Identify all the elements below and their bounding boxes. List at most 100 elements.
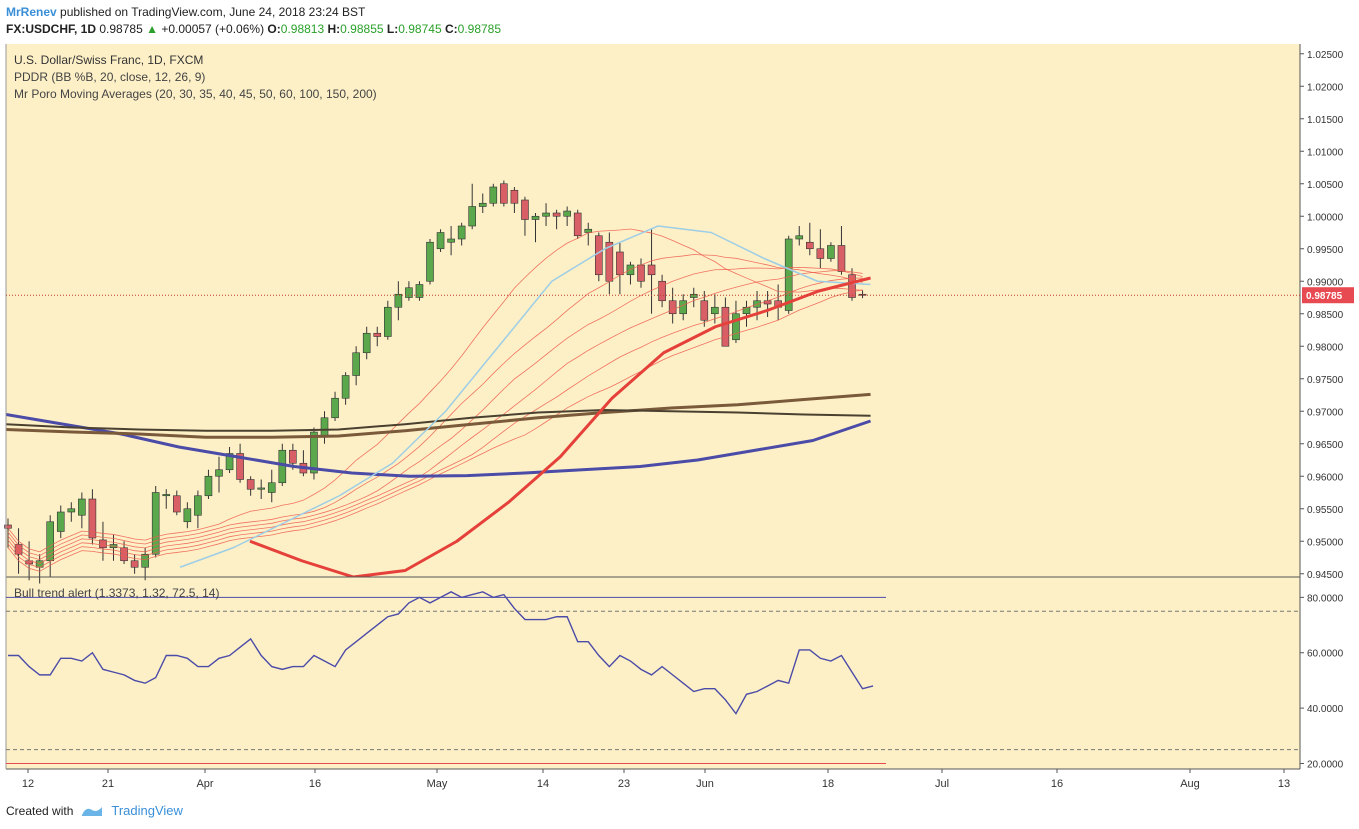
osc-y-tick-label: 60.0000 — [1307, 649, 1344, 660]
oscillator-title: Bull trend alert (1.3373, 1.32, 72.5, 14… — [14, 586, 219, 600]
candle-body — [278, 449, 287, 484]
x-tick-label: 16 — [309, 778, 321, 790]
candle-body — [742, 306, 751, 315]
publish-line: MrRenev published on TradingView.com, Ju… — [6, 5, 365, 19]
candle-body — [795, 235, 804, 240]
x-tick-label: Jun — [696, 778, 714, 790]
author-link[interactable]: MrRenev — [6, 5, 57, 19]
candle-body — [489, 186, 498, 204]
candle-body — [827, 245, 835, 259]
ma-line — [6, 413, 872, 478]
y-tick-label: 0.95500 — [1307, 505, 1344, 516]
y-tick-label: 0.94500 — [1307, 570, 1344, 581]
y-tick-label: 0.96500 — [1307, 440, 1344, 451]
y-tick-label: 1.02500 — [1307, 50, 1344, 61]
created-with-label: Created with — [6, 803, 74, 818]
x-tick-label: Jul — [935, 778, 949, 790]
ma-fan-line — [7, 270, 863, 564]
candle-body — [331, 397, 339, 419]
candle-body — [151, 492, 160, 555]
high-value: 0.98855 — [340, 22, 384, 36]
candle-body — [510, 189, 519, 204]
candle-body — [447, 238, 455, 243]
y-tick-label: 1.02000 — [1307, 82, 1344, 93]
candle-body — [784, 238, 793, 311]
axes-layer: 1.02500 1.02000 1.01500 1.01000 1.00500 1.000… — [5, 44, 1354, 790]
last-price-tag-label: 0.98785 — [1306, 291, 1343, 302]
indicator-pddr-label: PDDR (BB %B, 20, close, 12, 26, 9) — [14, 70, 205, 84]
candle-body — [56, 511, 65, 532]
candle-body — [246, 479, 255, 490]
x-tick-label: 16 — [1051, 778, 1063, 790]
candle-body — [805, 241, 814, 250]
low-label: L: — [386, 22, 399, 36]
candle-body — [848, 274, 856, 298]
price-change: +0.00057 (+0.06%) — [161, 22, 265, 36]
candle-body — [183, 508, 192, 523]
candle-body — [500, 183, 508, 204]
candle-body — [563, 210, 571, 217]
candle-body — [732, 313, 740, 341]
candle-body — [415, 284, 424, 298]
candle-body — [362, 332, 371, 354]
candle-body — [394, 293, 403, 308]
y-tick-label: 1.01500 — [1307, 115, 1344, 126]
y-tick-label: 0.97000 — [1307, 407, 1344, 418]
ma-line — [249, 276, 871, 577]
x-tick-label: 23 — [618, 778, 630, 790]
candle-body — [594, 235, 603, 276]
osc-y-tick-label: 20.0000 — [1307, 759, 1344, 770]
candle-body — [658, 280, 666, 302]
candle-body — [352, 352, 360, 376]
candle-body — [478, 202, 487, 207]
candle-body — [405, 287, 413, 298]
candle-body — [141, 553, 149, 568]
low-value: 0.98745 — [398, 22, 442, 36]
y-tick-label: 1.01000 — [1307, 147, 1344, 158]
last-price: 0.98785 — [99, 22, 143, 36]
close-value: 0.98785 — [457, 22, 502, 36]
x-tick-label: Aug — [1180, 778, 1200, 790]
candle-body — [215, 469, 223, 477]
candle-body — [668, 300, 677, 315]
y-tick-label: 0.96000 — [1307, 472, 1344, 483]
candle-body — [120, 547, 128, 562]
symbol-label: FX:USDCHF, 1D — [6, 22, 97, 36]
osc-y-tick-label: 40.0000 — [1307, 704, 1344, 715]
ma-line — [6, 408, 871, 432]
candle-body — [130, 560, 139, 568]
tradingview-link[interactable]: TradingView — [111, 803, 183, 818]
candle-body — [858, 293, 867, 296]
candle-body — [679, 300, 688, 315]
candle-body — [689, 293, 698, 298]
candle-body — [542, 212, 550, 217]
y-tick-label: 0.99500 — [1307, 245, 1344, 256]
candle-body — [194, 495, 202, 516]
candle-body — [573, 212, 582, 237]
chart-background — [6, 44, 1300, 769]
up-arrow-icon: ▲ — [146, 22, 158, 36]
x-tick-label: 12 — [22, 778, 34, 790]
x-tick-label: May — [427, 778, 448, 790]
published-text: published on TradingView.com, June 24, 2… — [60, 5, 366, 19]
y-tick-label: 0.97500 — [1307, 375, 1344, 386]
candle-body — [67, 508, 76, 513]
candle-body — [647, 264, 656, 276]
candle-body — [721, 306, 730, 347]
candle-body — [837, 245, 846, 272]
candle-body — [88, 498, 97, 539]
y-tick-label: 0.99000 — [1307, 277, 1344, 288]
candle-body — [78, 498, 86, 516]
last-price-tag — [1302, 287, 1354, 304]
candle-body — [310, 431, 318, 474]
candle-body — [225, 453, 234, 471]
candle-body — [236, 453, 244, 480]
moving-averages-layer — [6, 225, 872, 577]
candle-body — [816, 248, 825, 259]
tradingview-logo-icon — [82, 806, 103, 816]
oscillator-line — [8, 591, 874, 715]
candle-body — [436, 232, 445, 250]
chart-title: U.S. Dollar/Swiss Franc, 1D, FXCM — [14, 53, 203, 67]
y-tick-label: 0.95000 — [1307, 537, 1344, 548]
